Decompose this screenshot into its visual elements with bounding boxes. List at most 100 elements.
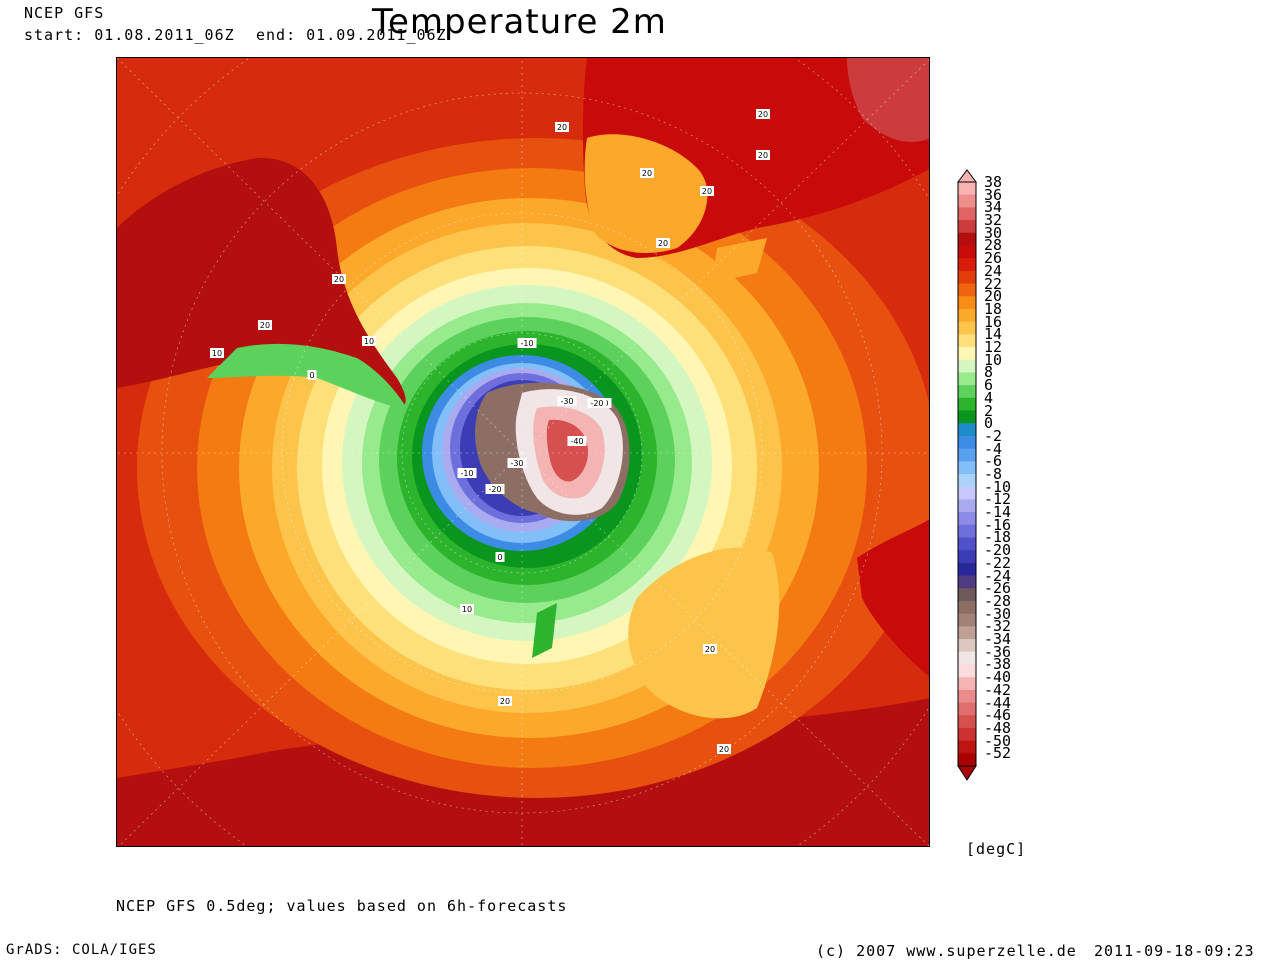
colorbar-swatch (958, 283, 976, 297)
colorbar-swatch (958, 232, 976, 246)
colorbar-swatch (958, 702, 976, 716)
colorbar-tick-label: -14 (984, 503, 1012, 522)
start-date: start: 01.08.2011_06Z (24, 26, 235, 44)
contour-label-box (756, 150, 770, 160)
colorbar-tick-label: 34 (984, 198, 1003, 217)
colorbar-swatch (958, 575, 976, 589)
colorbar-unit: [degC] (966, 840, 1027, 858)
southern-africa (584, 134, 708, 253)
temperature-map: 20 20 20 20 20 20 20 20 10 10 0 -10 -20 -30 -40 -30 -10 -… (116, 57, 930, 847)
copyright: (c) 2007 www.superzelle.de (816, 942, 1077, 960)
colorbar-swatch (958, 296, 976, 310)
contour-label: 20 (758, 110, 768, 119)
contour-label-box (717, 744, 731, 754)
colorbar-swatch (958, 664, 976, 678)
colorbar-swatch (958, 677, 976, 691)
colorbar-tick-label: 30 (984, 223, 1003, 242)
contour-label-box (703, 644, 717, 654)
colorbar-tick-label: 4 (984, 388, 994, 407)
contour-label: 20 (719, 745, 729, 754)
contour-label-box (700, 186, 714, 196)
colorbar-swatch (958, 245, 976, 259)
contour-label: 20 (758, 151, 768, 160)
contour-label: -30 (560, 397, 573, 406)
colorbar-swatch (958, 194, 976, 208)
contour-label: 0 (309, 371, 314, 380)
colorbar-tick-label: -30 (984, 604, 1012, 623)
colorbar-swatch (958, 588, 976, 602)
australia (628, 547, 780, 719)
new-zealand (532, 603, 557, 658)
south-america (117, 157, 406, 407)
colorbar-swatch (958, 626, 976, 640)
colorbar-tick-label: -2 (984, 426, 1003, 445)
contour-label-box (640, 168, 654, 178)
colorbar-swatch (958, 613, 976, 627)
colorbar-tick-label: -28 (984, 591, 1012, 610)
colorbar-swatch (958, 461, 976, 475)
contour-label-box (210, 348, 224, 358)
colorbar-tick-label: 6 (984, 376, 994, 395)
contour-label-box (517, 338, 537, 348)
map-canvas: 20 20 20 20 20 20 20 20 10 10 0 -10 -20 -30 -40 -30 -10 -… (117, 58, 929, 846)
contour-label-box (555, 122, 569, 132)
colorbar-tick-label: 24 (984, 261, 1003, 280)
contour-label-box (756, 109, 770, 119)
model-name: NCEP GFS (24, 4, 105, 22)
colorbar-tick-label: -18 (984, 528, 1012, 547)
colorbar-tick-label: 28 (984, 236, 1003, 255)
contour-label-box (457, 468, 477, 478)
colorbar-tick-label: -20 (984, 541, 1012, 560)
colorbar-swatch (958, 486, 976, 500)
colorbar-tick-label: 26 (984, 249, 1003, 268)
timestamp: 2011-09-18-09:23 (1094, 942, 1255, 960)
contour-label: -20 (590, 399, 603, 408)
colorbar-tick-label: 36 (984, 185, 1003, 204)
end-date: end: 01.09.2011_06Z (256, 26, 447, 44)
colorbar-swatch (958, 740, 976, 754)
colorbar-swatch (958, 258, 976, 272)
colorbar-tick-label: 12 (984, 338, 1003, 357)
colorbar-tick-label: -46 (984, 706, 1012, 725)
colorbar-swatch (958, 182, 976, 196)
colorbar-swatch (958, 372, 976, 386)
colorbar-swatch (958, 727, 976, 742)
contour-label: -10 (460, 469, 473, 478)
contour-label: -30 (510, 459, 523, 468)
contour-labels: 20 20 20 20 20 20 20 20 10 10 0 -10 -20 -30 -40 -30 -10 -… (210, 109, 770, 754)
contour-label-box (460, 604, 474, 614)
colorbar-swatch (958, 435, 976, 450)
contour-label: -10 (520, 339, 533, 348)
colorbar-frame (957, 181, 977, 767)
colorbar-tick-label: -34 (984, 630, 1012, 649)
plateau-core (546, 419, 589, 482)
colorbar-tick-label: 32 (984, 211, 1003, 230)
colorbar-swatch (958, 207, 976, 221)
contour-label-box (656, 238, 670, 248)
colorbar (957, 169, 977, 781)
contour-label: 10 (462, 605, 472, 614)
colorbar-tick-label: 38 (984, 173, 1003, 191)
graticule (117, 58, 929, 846)
colorbar-tick-label: 16 (984, 312, 1003, 331)
colorbar-tick-label: -22 (984, 553, 1012, 572)
colorbar-swatch (958, 359, 976, 373)
colorbar-swatch (958, 220, 976, 234)
contour-label-box (498, 696, 512, 706)
andes-cold (207, 343, 407, 408)
colorbar-tick-label: -32 (984, 617, 1012, 636)
colorbar-swatch (958, 347, 976, 361)
arabia (847, 58, 929, 142)
contour-label: -20 (488, 485, 501, 494)
colorbar-tick-label: 20 (984, 287, 1003, 306)
colorbar-tick-label: -50 (984, 731, 1012, 750)
colorbar-swatch (958, 651, 976, 665)
colorbar-swatch (958, 537, 976, 551)
colorbar-tick-label: -52 (984, 744, 1012, 763)
colorbar-tick-label: 2 (984, 401, 994, 420)
contour-label-box (557, 396, 577, 406)
contour-label: 10 (212, 349, 222, 358)
colorbar-tick-label: 14 (984, 325, 1003, 344)
colorbar-swatch (958, 270, 976, 285)
colorbar-tick-label: 10 (984, 350, 1003, 369)
